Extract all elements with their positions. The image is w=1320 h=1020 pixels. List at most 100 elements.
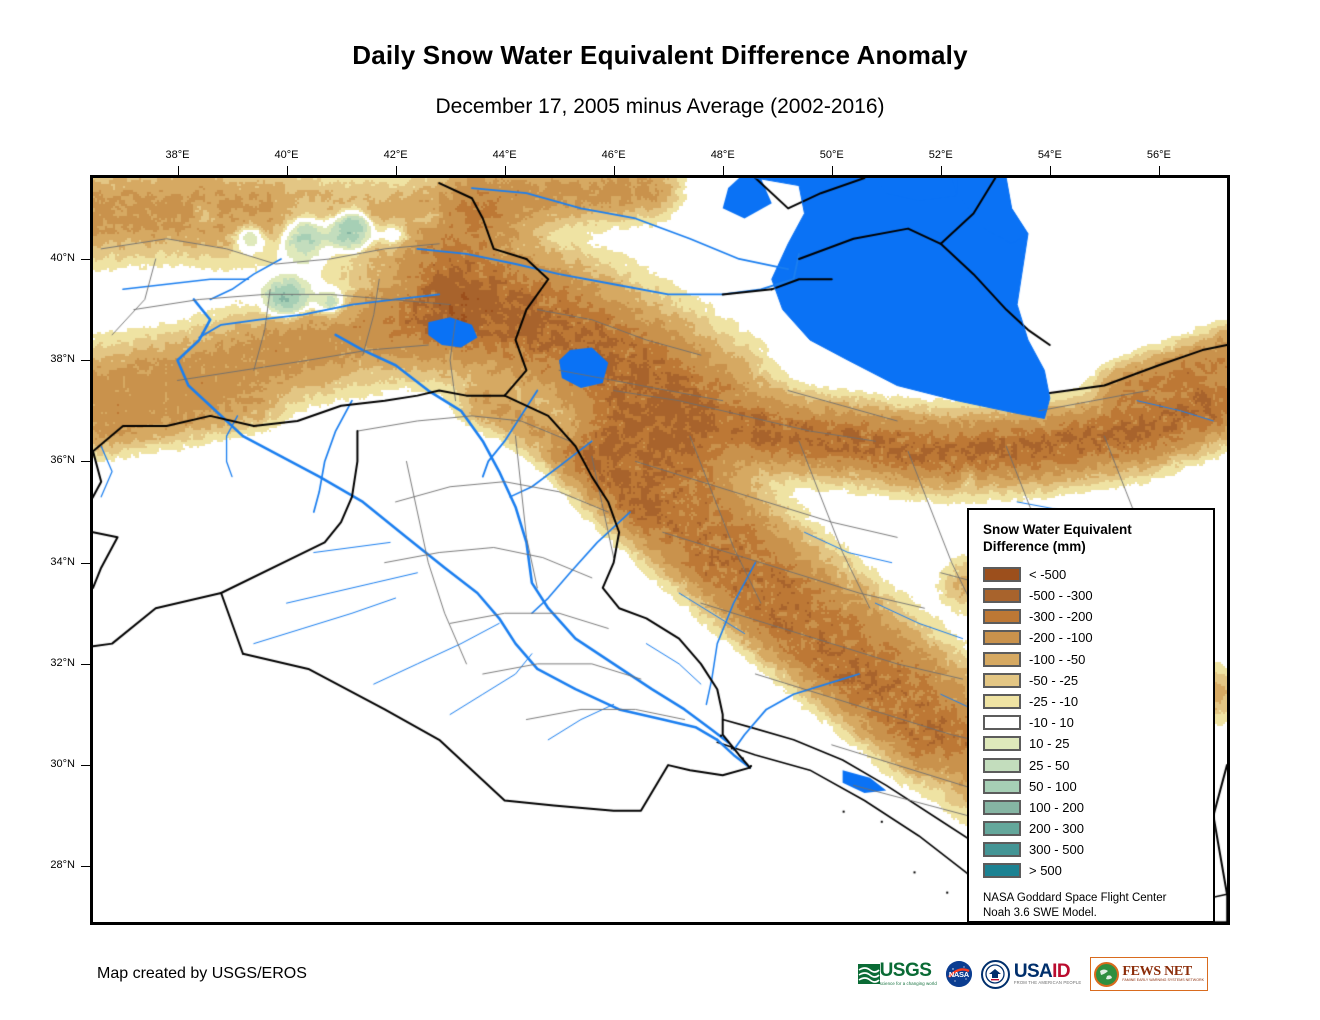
fewsnet-logo[interactable]: FEWS NET FAMINE EARLY WARNING SYSTEMS NE… bbox=[1090, 957, 1208, 991]
legend-label: -100 - -50 bbox=[1029, 651, 1086, 667]
latitude-label: 32°N bbox=[50, 656, 75, 669]
longitude-tick bbox=[177, 166, 179, 175]
usaid-logo[interactable]: USAID FROM THE AMERICAN PEOPLE bbox=[980, 959, 1082, 989]
longitude-tick bbox=[613, 166, 615, 175]
latitude-tick bbox=[81, 765, 90, 767]
legend-swatch bbox=[983, 609, 1021, 625]
longitude-label: 52°E bbox=[928, 149, 953, 161]
legend-swatch bbox=[983, 693, 1021, 709]
usgs-tagline: science for a changing world bbox=[879, 980, 937, 986]
longitude-tick bbox=[722, 166, 724, 175]
legend-row: 25 - 50 bbox=[983, 754, 1203, 775]
legend-row: 200 - 300 bbox=[983, 818, 1203, 839]
longitude-tick bbox=[1158, 166, 1160, 175]
latitude-tick bbox=[81, 663, 90, 665]
legend-class-list: < -500 -500 - -300 -300 - -200 -200 - -100 -… bbox=[983, 564, 1203, 882]
legend-row: < -500 bbox=[983, 564, 1203, 585]
legend-row: -300 - -200 bbox=[983, 606, 1203, 627]
longitude-tick bbox=[504, 166, 506, 175]
longitude-tick bbox=[831, 166, 833, 175]
longitude-label: 50°E bbox=[819, 149, 844, 161]
usgs-wave-icon bbox=[857, 964, 880, 984]
legend-row: 100 - 200 bbox=[983, 797, 1203, 818]
latitude-label: 40°N bbox=[50, 251, 75, 264]
longitude-tick bbox=[395, 166, 397, 175]
usaid-seal-icon bbox=[980, 959, 1010, 989]
fewsnet-globe-icon bbox=[1094, 961, 1120, 987]
legend-title-line2: Difference (mm) bbox=[983, 538, 1086, 554]
legend-row: -500 - -300 bbox=[983, 585, 1203, 606]
longitude-label: 48°E bbox=[710, 149, 735, 161]
nasa-wordmark: NASA bbox=[948, 969, 969, 979]
legend-row: 10 - 25 bbox=[983, 733, 1203, 754]
latitude-tick bbox=[81, 258, 90, 260]
legend-label: -10 - 10 bbox=[1029, 715, 1074, 731]
latitude-label: 30°N bbox=[50, 758, 75, 771]
legend-label: 100 - 200 bbox=[1029, 799, 1084, 815]
legend-row: 50 - 100 bbox=[983, 776, 1203, 797]
longitude-label: 56°E bbox=[1146, 149, 1171, 161]
usgs-wordmark: USGS bbox=[879, 960, 932, 982]
latitude-label: 34°N bbox=[50, 555, 75, 568]
longitude-label: 40°E bbox=[274, 149, 299, 161]
legend-row: -100 - -50 bbox=[983, 649, 1203, 670]
nasa-meatball-icon: NASA bbox=[945, 961, 972, 987]
page-title: Daily Snow Water Equivalent Difference A… bbox=[352, 40, 968, 70]
legend-swatch bbox=[983, 757, 1021, 773]
legend-title: Snow Water Equivalent Difference (mm) bbox=[983, 522, 1203, 556]
legend-label: 200 - 300 bbox=[1029, 821, 1084, 837]
legend-swatch bbox=[983, 863, 1021, 879]
latitude-tick bbox=[81, 562, 90, 564]
usgs-logo[interactable]: USGS science for a changing world bbox=[857, 959, 937, 989]
usaid-wordmark: USAID bbox=[1013, 960, 1071, 982]
legend-swatch bbox=[983, 651, 1021, 667]
legend-label: -50 - -25 bbox=[1029, 672, 1079, 688]
legend-swatch bbox=[983, 799, 1021, 815]
latitude-tick bbox=[81, 360, 90, 362]
agency-logos: USGS science for a changing world NASA bbox=[857, 957, 1208, 991]
longitude-label: 42°E bbox=[383, 149, 408, 161]
legend-panel: Snow Water Equivalent Difference (mm) < … bbox=[967, 508, 1215, 923]
legend-row: 300 - 500 bbox=[983, 839, 1203, 860]
map-credit: Map created by USGS/EROS bbox=[97, 965, 307, 982]
legend-source-note: NASA Goddard Space Flight Center Noah 3.… bbox=[983, 891, 1167, 920]
legend-swatch bbox=[983, 715, 1021, 731]
fewsnet-tagline: FAMINE EARLY WARNING SYSTEMS NETWORK bbox=[1122, 978, 1204, 983]
legend-label: -500 - -300 bbox=[1029, 588, 1093, 604]
latitude-tick bbox=[81, 461, 90, 463]
longitude-label: 38°E bbox=[165, 149, 190, 161]
legend-label: < -500 bbox=[1029, 566, 1067, 582]
legend-label: 25 - 50 bbox=[1029, 757, 1070, 773]
legend-label: > 500 bbox=[1029, 863, 1062, 879]
latitude-label: 28°N bbox=[50, 859, 75, 872]
usaid-tagline: FROM THE AMERICAN PEOPLE bbox=[1013, 980, 1082, 986]
fewsnet-wordmark: FEWS NET bbox=[1122, 963, 1192, 979]
legend-swatch bbox=[983, 821, 1021, 837]
longitude-label: 44°E bbox=[492, 149, 517, 161]
legend-row: -25 - -10 bbox=[983, 691, 1203, 712]
longitude-tick bbox=[286, 166, 288, 175]
legend-row: -50 - -25 bbox=[983, 670, 1203, 691]
legend-swatch bbox=[983, 566, 1021, 582]
latitude-tick bbox=[81, 866, 90, 868]
legend-swatch bbox=[983, 736, 1021, 752]
legend-row: -200 - -100 bbox=[983, 627, 1203, 648]
longitude-label: 54°E bbox=[1037, 149, 1062, 161]
longitude-tick bbox=[940, 166, 942, 175]
legend-label: 50 - 100 bbox=[1029, 778, 1077, 794]
legend-label: -300 - -200 bbox=[1029, 609, 1093, 625]
latitude-label: 38°N bbox=[50, 353, 75, 366]
legend-label: 10 - 25 bbox=[1029, 736, 1070, 752]
legend-swatch bbox=[983, 842, 1021, 858]
legend-title-line1: Snow Water Equivalent bbox=[983, 522, 1132, 537]
legend-label: -25 - -10 bbox=[1029, 693, 1079, 709]
legend-swatch bbox=[983, 672, 1021, 688]
legend-swatch bbox=[983, 630, 1021, 646]
legend-label: -200 - -100 bbox=[1029, 630, 1093, 646]
nasa-logo[interactable]: NASA bbox=[945, 959, 972, 989]
legend-row: -10 - 10 bbox=[983, 712, 1203, 733]
longitude-tick bbox=[1049, 166, 1051, 175]
longitude-label: 46°E bbox=[601, 149, 626, 161]
legend-swatch bbox=[983, 778, 1021, 794]
